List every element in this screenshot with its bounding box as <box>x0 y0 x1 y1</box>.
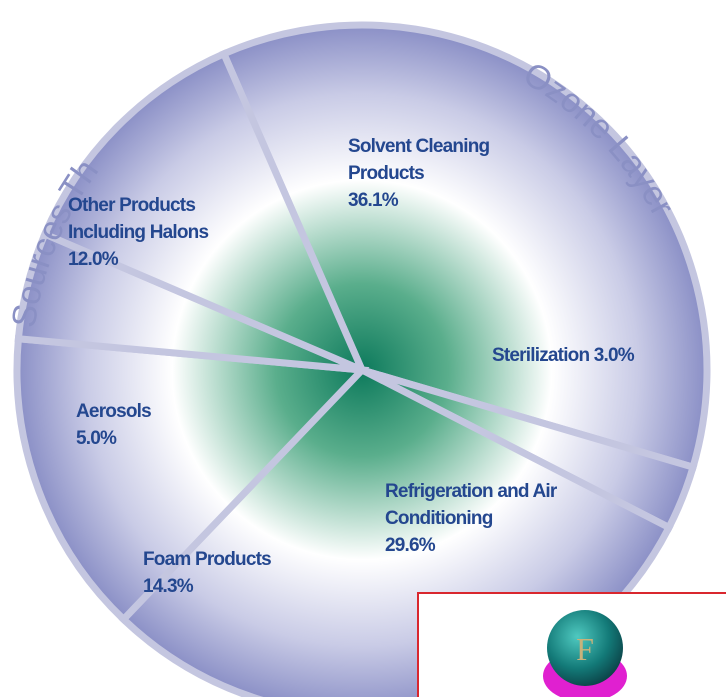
category-label: Solvent Cleaning Products <box>348 136 490 184</box>
slice-label: Aerosols 5.0% <box>76 398 196 452</box>
value-label: 3.0% <box>593 345 635 366</box>
category-label: Aerosols <box>76 401 152 422</box>
category-label: Sterilization <box>492 345 590 366</box>
value-label: 12.0% <box>68 249 119 270</box>
slice-label: Refrigeration and Air Conditioning 29.6% <box>385 478 585 559</box>
category-label: Refrigeration and Air Conditioning <box>385 481 557 529</box>
overlay-box: F <box>417 592 726 697</box>
category-label: Foam Products <box>143 549 272 570</box>
slice-label: Sterilization 3.0% <box>492 342 726 369</box>
pie-slice <box>13 334 370 625</box>
slice-label: Other Products Including Halons 12.0% <box>68 192 268 273</box>
category-label: Other Products Including Halons <box>68 195 209 243</box>
value-label: 29.6% <box>385 535 436 556</box>
value-label: 14.3% <box>143 576 194 597</box>
slice-label: Foam Products 14.3% <box>143 546 323 600</box>
value-label: 36.1% <box>348 190 399 211</box>
icon-ball <box>547 610 623 686</box>
icon-letter: F <box>576 631 594 667</box>
slice-label: Solvent Cleaning Products 36.1% <box>348 133 548 214</box>
value-label: 5.0% <box>76 428 117 449</box>
icon: F <box>543 610 627 697</box>
pie-slice <box>40 49 369 377</box>
pie-slice <box>219 21 711 472</box>
